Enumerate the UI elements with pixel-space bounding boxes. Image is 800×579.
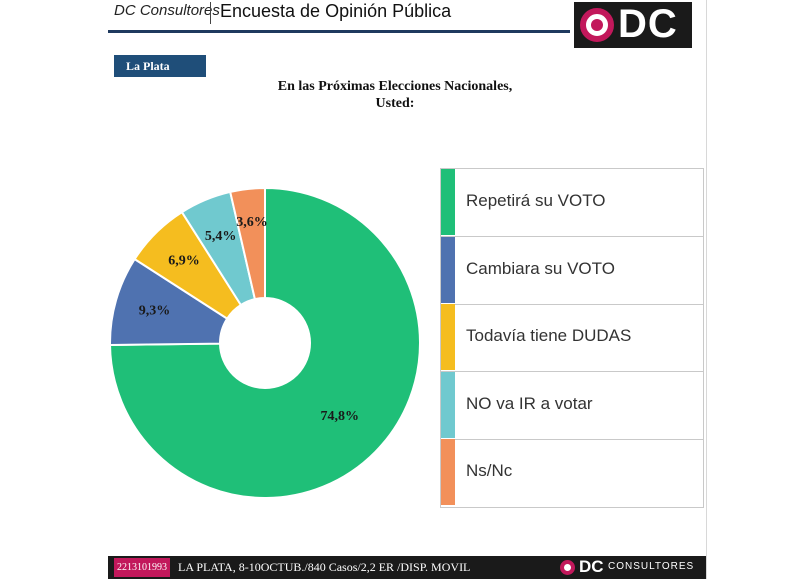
pie-slice (108, 186, 421, 499)
slice-label: 74,8% (320, 409, 359, 424)
legend-label: NO va IR a votar (466, 393, 593, 413)
legend-label: Ns/Nc (466, 461, 513, 480)
dc-logo: DC (574, 2, 692, 48)
legend-swatch (441, 169, 455, 235)
legend-item: NO va IR a votar (441, 371, 703, 440)
header: DC Consultores Encuesta de Opinión Públi… (108, 0, 706, 48)
legend-swatch (441, 304, 455, 370)
legend-swatch (441, 236, 455, 303)
footer-logo-ring-icon (560, 560, 575, 575)
slice-label: 6,9% (168, 254, 200, 269)
brand-name: DC Consultores (114, 2, 220, 19)
survey-title: Encuesta de Opinión Pública (220, 1, 452, 21)
footer-note: LA PLATA, 8-10OCTUB./840 Casos/2,2 ER /D… (178, 560, 471, 574)
legend-item: Repetirá su VOTO (441, 169, 703, 237)
legend-swatch (441, 439, 455, 505)
header-divider (210, 2, 211, 24)
slice-label: 5,4% (205, 229, 237, 244)
header-rule (108, 30, 570, 33)
legend-label: Cambiara su VOTO (466, 258, 615, 278)
chart-title-line-1: En las Próximas Elecciones Nacionales, (277, 79, 513, 94)
slice-label: 9,3% (139, 303, 171, 318)
slice-label: 3,6% (236, 215, 268, 230)
footer-phone: 2213101993 (114, 558, 170, 577)
pie-slice (229, 186, 266, 301)
legend-label: Repetirá su VOTO (466, 191, 606, 210)
legend-label: Todavía tiene DUDAS (466, 326, 632, 345)
legend-item: Todavía tiene DUDAS (441, 304, 703, 372)
chart-title: En las Próximas Elecciones Nacionales, U… (230, 78, 560, 112)
footer-logo-text: DC (579, 557, 604, 576)
location-tag: La Plata (114, 55, 206, 77)
footer-bar: 2213101993 LA PLATA, 8-10OCTUB./840 Caso… (108, 556, 706, 579)
legend-swatch (441, 371, 455, 438)
logo-text: DC (618, 2, 678, 46)
legend-item: Cambiara su VOTO (441, 236, 703, 305)
logo-ring-icon (580, 8, 614, 42)
legend: Repetirá su VOTO Cambiara su VOTO Todavía … (440, 168, 704, 508)
chart-title-line-2: Usted: (375, 96, 415, 111)
footer-logo-sub: CONSULTORES (608, 561, 695, 572)
legend-item: Ns/Nc (441, 439, 703, 506)
